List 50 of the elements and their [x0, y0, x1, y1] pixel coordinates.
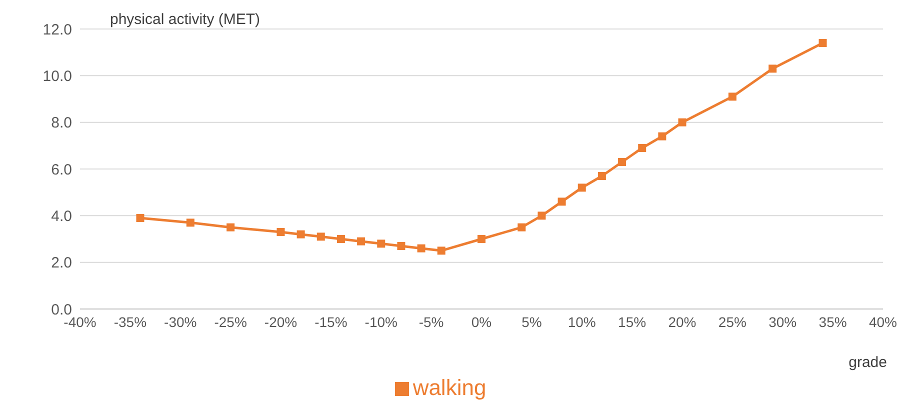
point	[658, 132, 666, 140]
x-tick-label: 40%	[868, 314, 898, 330]
x-tick-label: -15%	[314, 314, 348, 330]
y-tick-label: 8.0	[51, 114, 72, 132]
x-tick-label: 20%	[668, 314, 696, 330]
point	[538, 212, 546, 220]
x-tick-label: -25%	[214, 314, 247, 330]
point	[136, 214, 144, 222]
x-tick-label: -20%	[264, 314, 298, 330]
point	[518, 223, 526, 232]
point	[377, 240, 386, 248]
x-tick-label: 35%	[818, 314, 847, 330]
point	[578, 184, 586, 192]
point	[768, 64, 777, 73]
point	[618, 158, 626, 166]
point	[437, 246, 446, 255]
x-tick-label: -35%	[114, 314, 147, 330]
y-tick-label: 4.0	[51, 208, 72, 225]
x-tick-label: 5%	[522, 314, 542, 330]
x-tick-label: 15%	[618, 314, 646, 330]
point	[818, 39, 827, 47]
point	[728, 92, 736, 101]
x-tick-label: -5%	[418, 314, 444, 330]
x-tick-label: 10%	[568, 314, 596, 330]
x-axis-title: grade	[848, 354, 887, 371]
point	[558, 198, 566, 206]
y-tick-label: 6.0	[51, 161, 72, 178]
point	[226, 223, 235, 232]
point	[276, 228, 285, 236]
point	[357, 237, 366, 246]
x-tick-label: 30%	[768, 314, 797, 330]
point	[397, 242, 406, 250]
point	[417, 244, 426, 252]
point	[186, 218, 194, 227]
point	[678, 118, 686, 126]
y-tick-label: 2.0	[51, 254, 72, 272]
point	[638, 144, 646, 152]
point	[478, 235, 486, 243]
y-tick-label: 12.0	[42, 21, 72, 38]
legend-label: walking	[412, 375, 486, 400]
point	[296, 230, 305, 238]
point	[598, 172, 606, 180]
x-tick-label: -10%	[364, 314, 398, 330]
x-tick-label: 25%	[718, 314, 746, 330]
y-tick-label: 10.0	[42, 68, 72, 85]
x-tick-label: 0%	[471, 314, 492, 330]
x-tick-label: -30%	[164, 314, 197, 330]
y-axis-title: physical activity (MET)	[110, 11, 260, 28]
point	[316, 232, 325, 241]
point	[336, 235, 345, 243]
